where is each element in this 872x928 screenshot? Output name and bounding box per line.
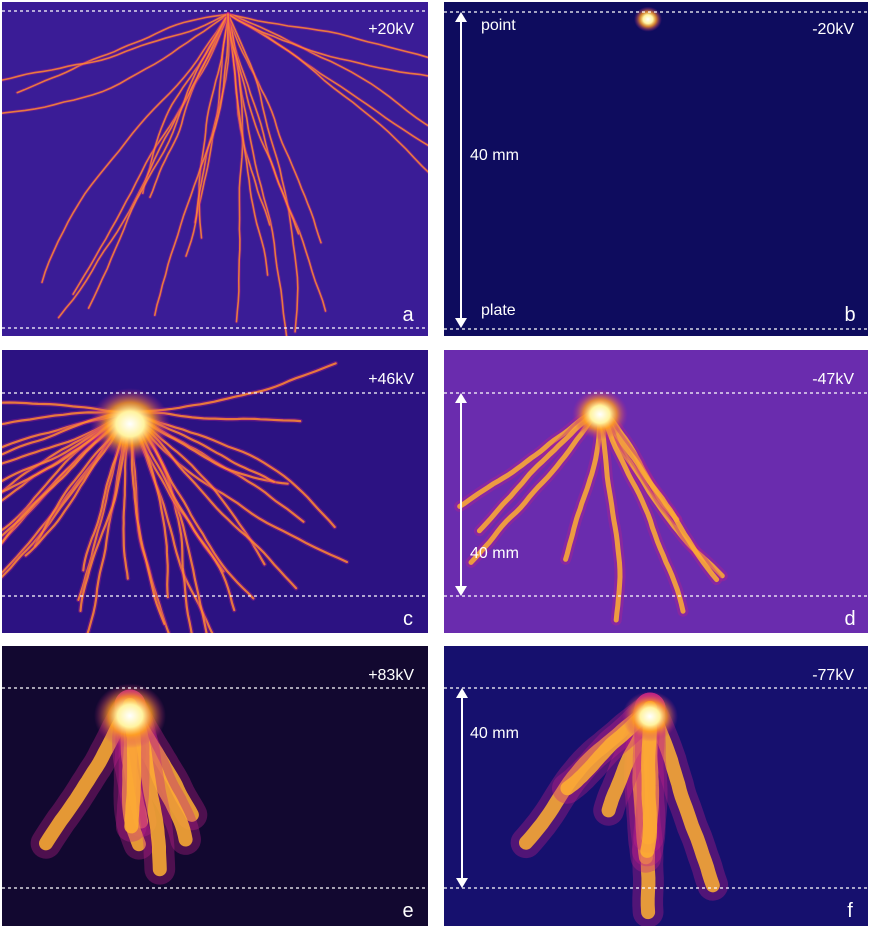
voltage-label: +20kV [368,21,414,38]
panel-letter: a [402,304,414,326]
photo-background [2,646,428,926]
point-glow [94,683,166,749]
streamer [185,13,230,257]
streamer [87,13,229,309]
panel-letter: c [403,608,413,630]
streamer [227,13,428,173]
panel-letter: e [402,900,413,922]
voltage-label: +83kV [368,667,414,684]
streamer [2,13,229,114]
streamer [227,13,299,333]
panel-letter: b [844,304,855,326]
photo-background [444,2,868,336]
streamer [227,13,244,323]
voltage-label: -20kV [812,21,854,38]
photo [444,646,868,926]
point-glow [634,6,662,32]
streamer [198,13,229,239]
streamer [2,13,229,81]
plate-label: plate [481,302,516,319]
streamer [227,13,269,276]
streamer [468,403,603,565]
streamer [41,13,229,284]
point-glow [572,389,628,440]
point-label: point [481,17,516,34]
point-glow [622,691,678,742]
streamer [149,13,229,198]
annotations: +20kV a point -20kV 40 mm plate b +46kV … [2,10,868,922]
voltage-label: +46kV [368,371,414,388]
photo [2,2,428,336]
distance-label: 40 mm [470,147,519,164]
photo [2,350,428,633]
panel-letter: d [844,608,855,630]
streamer [2,410,132,426]
streamer [154,13,229,316]
streamer [227,13,322,244]
photo [444,2,868,336]
streamer [597,403,720,583]
photo [444,350,868,633]
streamer [227,13,300,235]
streamer [227,13,428,127]
streamer [227,13,428,77]
streamer [597,403,686,614]
voltage-label: -47kV [812,371,854,388]
streamer [72,13,229,295]
streamer [597,403,623,623]
point-glow [90,388,170,460]
streamer [227,13,428,59]
distance-label: 40 mm [470,725,519,742]
streamer [16,13,229,94]
photo-background [2,2,428,336]
photo [2,646,428,926]
panel-letter: f [847,900,853,922]
voltage-label: -77kV [812,667,854,684]
distance-label: 40 mm [470,545,519,562]
streamer [57,13,229,319]
